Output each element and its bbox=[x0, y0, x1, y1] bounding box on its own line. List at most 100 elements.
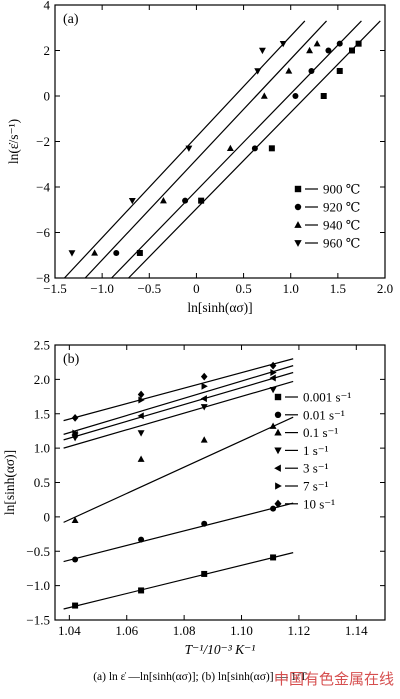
y-tick-label: 4 bbox=[44, 0, 51, 13]
fit-line bbox=[63, 20, 306, 278]
legend-entry: 7 s⁻¹ bbox=[303, 479, 329, 494]
legend-marker bbox=[294, 221, 302, 228]
legend-marker bbox=[274, 499, 282, 508]
data-point bbox=[308, 67, 315, 74]
data-point bbox=[91, 249, 99, 256]
data-point bbox=[269, 386, 277, 394]
data-point bbox=[136, 249, 143, 256]
data-point bbox=[200, 436, 208, 443]
x-tick-label: 1.12 bbox=[288, 623, 311, 638]
x-tick-label: 1.0 bbox=[283, 281, 299, 296]
data-point bbox=[336, 67, 343, 74]
plot-frame bbox=[54, 344, 386, 621]
legend-entry: 10 s⁻¹ bbox=[303, 496, 335, 511]
fit-line bbox=[63, 371, 294, 441]
data-point bbox=[68, 250, 76, 257]
data-point bbox=[198, 197, 205, 204]
fit-line bbox=[63, 416, 294, 523]
watermark: 中国有色金属在线 bbox=[273, 670, 394, 688]
x-tick-label: −1.0 bbox=[90, 281, 114, 296]
y-tick-label: 0 bbox=[44, 509, 51, 524]
data-point bbox=[258, 47, 266, 55]
data-point bbox=[200, 395, 207, 403]
figure-caption: (a) ln ε̇ —ln[sinh(ασ)]; (b) ln[sinh(ασ)… bbox=[93, 671, 307, 683]
y-tick-label: −4 bbox=[36, 180, 50, 195]
data-point bbox=[200, 404, 208, 411]
y-tick-label: −1.5 bbox=[26, 613, 50, 628]
legend-marker bbox=[294, 203, 302, 211]
data-point bbox=[349, 47, 355, 54]
x-axis-label: T⁻¹/10⁻³ K⁻¹ bbox=[185, 642, 256, 657]
data-point bbox=[137, 455, 145, 462]
data-point bbox=[320, 93, 327, 99]
legend-marker bbox=[275, 482, 282, 490]
data-point bbox=[201, 570, 208, 577]
legend-entry: 920 ℃ bbox=[323, 200, 360, 215]
legend-marker bbox=[274, 411, 282, 418]
legend-marker bbox=[274, 447, 282, 455]
data-point bbox=[201, 520, 208, 527]
data-point bbox=[251, 145, 258, 152]
data-point bbox=[71, 413, 79, 422]
data-point bbox=[269, 361, 277, 370]
y-tick-label: 0.5 bbox=[34, 475, 50, 490]
y-tick-label: −6 bbox=[36, 225, 50, 240]
data-point bbox=[72, 429, 79, 437]
panel-b: 1.04 1.06 1.08 1.10 1.12 1.14 −1.5 −1.0 −0.5 0 0.5… bbox=[2, 338, 386, 657]
data-point bbox=[313, 40, 321, 47]
x-tick-label: 1.14 bbox=[345, 623, 368, 638]
fit-line bbox=[63, 502, 294, 563]
y-tick-label: 2.5 bbox=[34, 338, 50, 353]
y-tick-label: −8 bbox=[36, 271, 50, 286]
fit-line bbox=[84, 20, 327, 278]
y-tick-label: −1.0 bbox=[26, 578, 50, 593]
legend-marker bbox=[294, 240, 302, 247]
data-point bbox=[279, 40, 287, 48]
data-point bbox=[200, 372, 208, 381]
legend-marker bbox=[294, 185, 302, 193]
y-tick-label: 1.5 bbox=[34, 406, 50, 421]
x-axis-label: ln[sinh(ασ)] bbox=[187, 300, 252, 315]
data-point bbox=[306, 46, 314, 54]
legend-entry: 0.01 s⁻¹ bbox=[303, 407, 345, 422]
data-point bbox=[336, 40, 343, 47]
panel-label: (a) bbox=[63, 12, 79, 27]
data-point bbox=[270, 505, 277, 512]
data-point bbox=[355, 40, 362, 47]
panel-a: −1.5 −1.0 −0.5 0 0.5 1.0 1.5 2.0 −8 −6 −4 −2 0 2 4 ln[s… bbox=[6, 0, 393, 315]
legend-entry: 940 ℃ bbox=[323, 218, 360, 233]
data-point bbox=[185, 145, 193, 152]
data-point bbox=[226, 144, 234, 152]
data-point bbox=[113, 249, 120, 256]
y-axis-label: ln(ε̇/s⁻¹) bbox=[6, 119, 21, 164]
x-tick-label: 0.5 bbox=[235, 281, 251, 296]
x-tick-label: 1.08 bbox=[173, 623, 196, 638]
x-tick-label: 2.0 bbox=[377, 281, 393, 296]
data-point bbox=[138, 587, 145, 594]
data-point bbox=[137, 430, 145, 437]
fit-line bbox=[63, 380, 294, 449]
legend-entry: 0.001 s⁻¹ bbox=[303, 390, 351, 405]
data-point bbox=[72, 602, 79, 609]
data-point bbox=[269, 422, 277, 429]
legend-entry: 3 s⁻¹ bbox=[303, 461, 329, 476]
y-tick-label: 2.0 bbox=[34, 372, 50, 387]
data-point bbox=[159, 197, 167, 204]
y-tick-label: −0.5 bbox=[26, 544, 50, 559]
data-point bbox=[201, 382, 208, 390]
data-point bbox=[270, 369, 277, 376]
data-point bbox=[270, 554, 277, 561]
data-point bbox=[137, 390, 145, 399]
y-tick-label: 2 bbox=[44, 43, 51, 58]
fit-line bbox=[63, 358, 294, 422]
data-point bbox=[182, 197, 189, 204]
data-point bbox=[137, 412, 144, 420]
x-tick-label: −1.5 bbox=[43, 281, 67, 296]
legend-marker bbox=[274, 464, 281, 472]
y-tick-label: 0 bbox=[44, 89, 51, 104]
legend-entry: 900 ℃ bbox=[323, 182, 360, 197]
legend: 900 ℃ 920 ℃ 940 ℃ 960 ℃ bbox=[294, 182, 360, 251]
x-tick-label: 1.06 bbox=[115, 623, 138, 638]
panel-label: (b) bbox=[63, 352, 80, 367]
data-point bbox=[72, 556, 79, 563]
